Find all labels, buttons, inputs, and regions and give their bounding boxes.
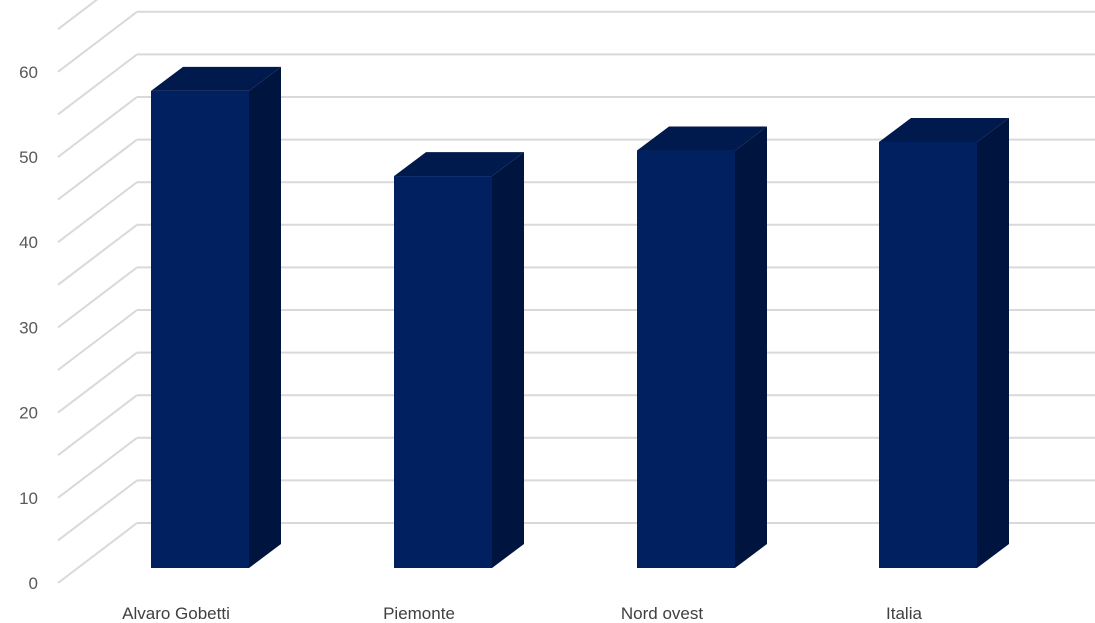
- y-tick-label: 30: [19, 318, 38, 337]
- bar: [879, 118, 1009, 568]
- grid-diagonal: [57, 0, 99, 30]
- bars: [151, 66, 1009, 569]
- x-category-label: Italia: [886, 604, 922, 623]
- grid-diagonal: [57, 351, 138, 414]
- grid-diagonal: [57, 224, 138, 286]
- grid-diagonal: [57, 309, 138, 371]
- bar-front: [394, 176, 492, 568]
- x-category-label: Nord ovest: [621, 604, 703, 623]
- bar-side: [735, 126, 767, 569]
- grid-diagonal: [57, 479, 138, 542]
- grid-diagonal: [57, 437, 138, 499]
- grid-diagonal: [57, 11, 138, 73]
- bar-top: [151, 66, 281, 91]
- y-tick-label: 10: [19, 489, 38, 508]
- y-tick-label: 50: [19, 148, 38, 167]
- y-tick-label: 0: [29, 574, 38, 593]
- bar-top: [637, 126, 767, 151]
- bar: [394, 152, 524, 568]
- grid-diagonal: [57, 96, 138, 158]
- bar-front: [151, 90, 249, 568]
- bar-side: [977, 118, 1009, 568]
- grid-diagonal: [57, 53, 138, 116]
- grid-diagonal: [57, 522, 138, 584]
- y-axis-ticks: 0 10 20 30 40 50 60: [19, 63, 38, 593]
- grid-diagonal: [57, 266, 138, 329]
- bar: [151, 66, 281, 568]
- grid-diagonal: [57, 394, 138, 456]
- bar-side: [249, 66, 281, 568]
- y-tick-label: 40: [19, 233, 38, 252]
- x-axis-categories: Alvaro Gobetti Piemonte Nord ovest Italia: [122, 604, 922, 623]
- bar-front: [879, 142, 977, 568]
- bar-front: [637, 150, 735, 568]
- bar: [637, 126, 767, 569]
- grid-diagonal: [57, 181, 138, 243]
- x-category-label: Piemonte: [383, 604, 455, 623]
- bar-side: [492, 152, 524, 568]
- bar-top: [879, 118, 1009, 142]
- grid-diagonal: [57, 138, 138, 201]
- bar-top: [394, 152, 524, 177]
- x-category-label: Alvaro Gobetti: [122, 604, 230, 623]
- y-tick-label: 60: [19, 63, 38, 82]
- y-tick-label: 20: [19, 404, 38, 423]
